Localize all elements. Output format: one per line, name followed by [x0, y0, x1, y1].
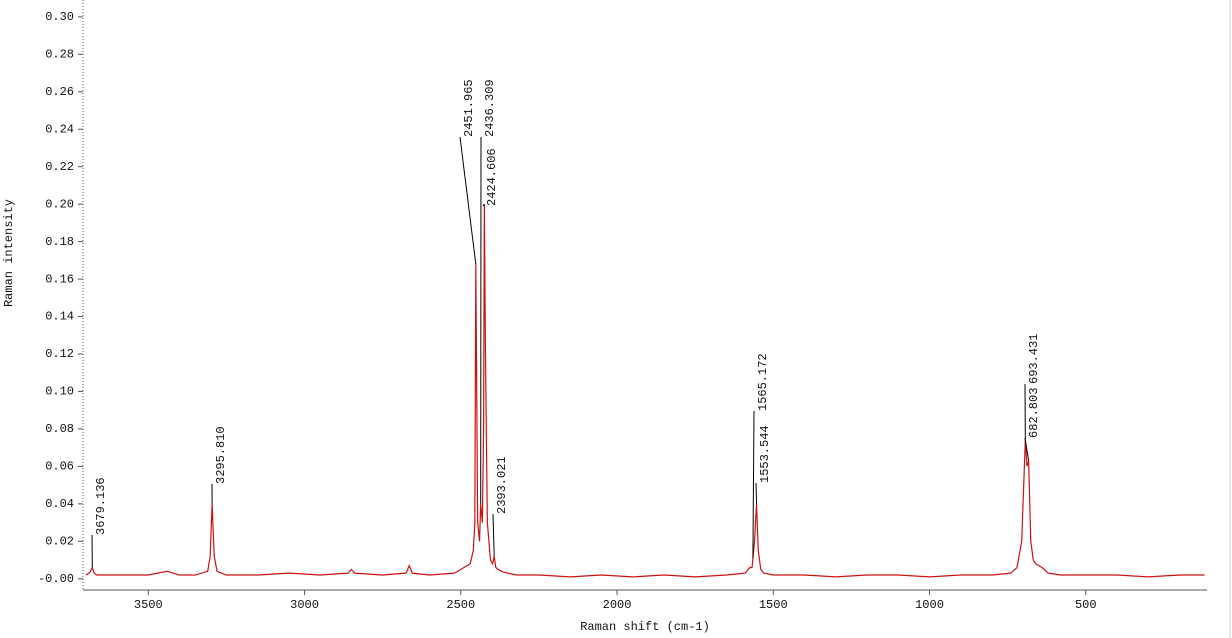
annotation-leader	[1024, 437, 1030, 461]
y-tick-label: -0.00	[38, 572, 74, 586]
y-tick-label: 0.10	[45, 385, 74, 399]
y-tick-label: 0.02	[45, 534, 74, 548]
y-tick-label: 0.16	[45, 272, 74, 286]
y-tick-label: 0.18	[45, 235, 74, 249]
annotation-label: 3679.136	[94, 477, 108, 535]
x-tick-label: 1500	[759, 598, 788, 612]
y-tick-label: 0.24	[45, 122, 74, 136]
annotation-leader	[459, 136, 477, 265]
annotation-label: 1565.172	[756, 353, 770, 411]
x-tick-label: 3500	[134, 598, 163, 612]
annotation-label: 2451.965	[462, 79, 476, 137]
annotation-leader	[752, 410, 755, 559]
y-tick-label: 0.12	[45, 347, 74, 361]
x-tick-label: 1000	[915, 598, 944, 612]
annotation-label: 1553.544	[758, 425, 772, 483]
annotation-label: 3295.810	[214, 426, 228, 484]
annotation-label: 2436.309	[483, 79, 497, 137]
x-tick-label: 2500	[446, 598, 475, 612]
annotation-label: 693.431	[1027, 334, 1041, 384]
y-tick-label: 0.22	[45, 160, 74, 174]
spectrum-line	[85, 204, 1205, 578]
y-tick-label: 0.26	[45, 85, 74, 99]
x-tick-label: 500	[1075, 598, 1097, 612]
x-tick-label: 2000	[603, 598, 632, 612]
y-tick-label: 0.30	[45, 10, 74, 24]
annotation-label: 2393.021	[495, 456, 509, 514]
annotation-leader	[482, 203, 485, 207]
annotation-leader	[755, 482, 758, 504]
annotation-leader	[492, 513, 495, 557]
x-axis-label: Raman shift (cm-1)	[580, 620, 710, 634]
annotation-label: 682.803	[1027, 388, 1041, 438]
y-axis-label: Raman intensity	[2, 199, 16, 307]
annotation-label: 2424.606	[485, 148, 499, 206]
x-tick-label: 3000	[290, 598, 319, 612]
y-tick-label: 0.04	[45, 497, 74, 511]
y-tick-label: 0.14	[45, 310, 74, 324]
y-tick-label: 0.08	[45, 422, 74, 436]
y-tick-label: 0.20	[45, 197, 74, 211]
y-tick-label: 0.06	[45, 460, 74, 474]
y-tick-label: 0.28	[45, 47, 74, 61]
